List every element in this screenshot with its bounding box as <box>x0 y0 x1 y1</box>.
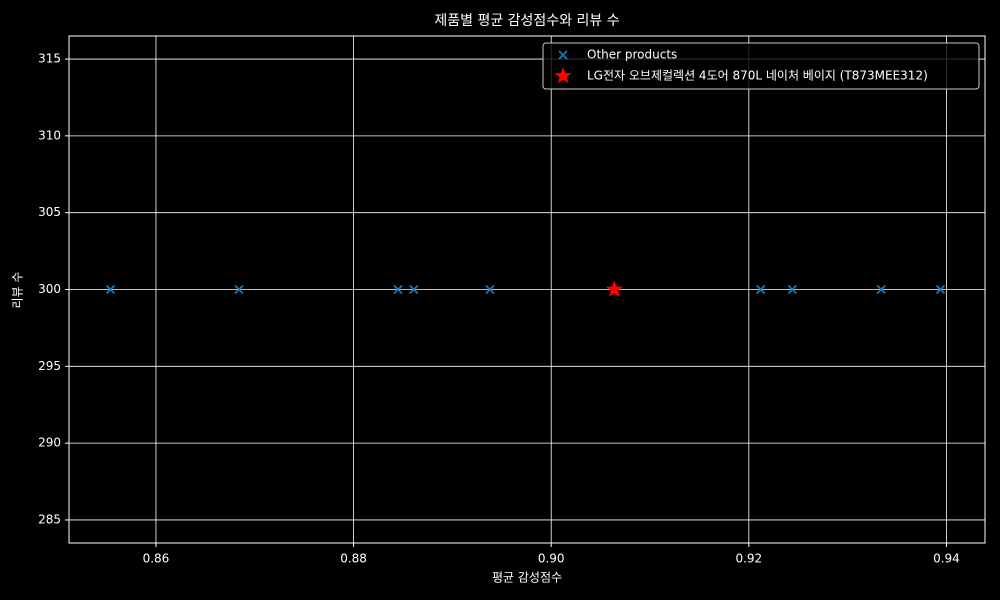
x-tick-label: 0.92 <box>735 552 762 566</box>
x-axis-label: 평균 감성점수 <box>492 571 562 585</box>
star-point <box>554 67 572 84</box>
x-point <box>234 284 244 295</box>
y-tick-label: 305 <box>38 205 61 219</box>
x-point <box>787 284 797 295</box>
plot-frame <box>68 35 986 544</box>
x-glyph <box>558 50 568 60</box>
x-tick-label: 0.94 <box>933 552 960 566</box>
x-point <box>409 284 419 295</box>
x-point <box>756 284 766 295</box>
x-point <box>485 284 495 295</box>
x-glyph <box>787 284 797 295</box>
x-glyph <box>756 284 766 295</box>
y-tick-label: 295 <box>38 359 61 373</box>
legend-label: Other products <box>587 48 677 62</box>
x-tick-label: 0.88 <box>340 552 367 566</box>
x-glyph <box>485 284 495 295</box>
y-tick-label: 290 <box>38 436 61 450</box>
x-point <box>105 284 116 295</box>
chart-title: 제품별 평균 감성점수와 리뷰 수 <box>434 13 619 29</box>
y-axis-label: 리뷰 수 <box>11 272 25 309</box>
x-point <box>558 50 568 60</box>
x-point <box>876 284 886 295</box>
x-point <box>393 284 403 295</box>
legend-box <box>542 42 980 90</box>
x-tick-label: 0.86 <box>143 552 170 566</box>
x-glyph <box>409 284 419 295</box>
y-tick-label: 310 <box>38 128 61 142</box>
x-glyph <box>935 284 946 295</box>
y-tick-label: 315 <box>38 52 61 66</box>
x-tick-label: 0.90 <box>538 552 565 566</box>
x-glyph <box>876 284 886 295</box>
x-glyph <box>105 284 116 295</box>
x-point <box>935 284 946 295</box>
legend-label: LG전자 오브제컬렉션 4도어 870L 네이처 베이지 (T873MEE312… <box>587 69 928 83</box>
x-glyph <box>234 284 244 295</box>
x-glyph <box>393 284 403 295</box>
y-tick-label: 300 <box>38 282 61 296</box>
star-point <box>605 280 624 297</box>
y-tick-label: 285 <box>38 512 61 526</box>
